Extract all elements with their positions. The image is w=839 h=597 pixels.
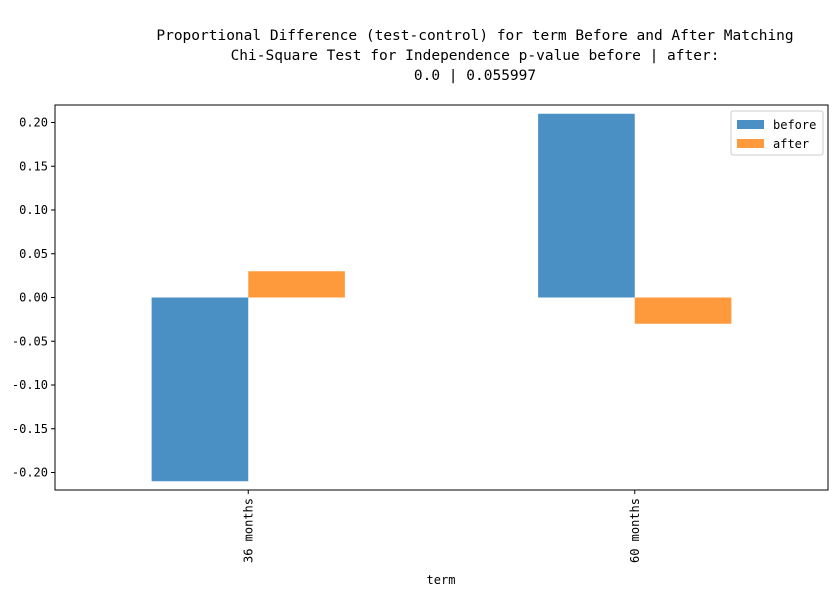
legend-label-before: before [773,118,816,132]
chart-title-line-3: 0.0 | 0.055997 [414,68,536,84]
bar-before-1 [151,297,249,482]
y-tick-label: -0.10 [12,378,48,392]
x-axis: 36 months 60 months [241,490,642,563]
y-tick-label: -0.15 [12,422,48,436]
y-tick-label: 0.05 [19,247,48,261]
bars-group [151,113,732,482]
legend-label-after: after [773,137,809,151]
bar-after-1 [248,271,345,298]
y-tick-label: -0.20 [12,466,48,480]
chart-title-line-1: Proportional Difference (test-control) f… [156,28,793,44]
legend: before after [730,110,824,156]
y-tick-label: 0.20 [19,116,48,130]
legend-swatch-before [737,120,764,129]
y-axis: 0.20 0.15 0.10 0.05 0.00 -0.05 -0.10 -0.15 -0.20 [12,116,55,480]
x-tick-label: 36 months [241,498,255,563]
bar-before-2 [538,113,635,298]
bar-after-2 [634,297,732,324]
y-tick-label: 0.10 [19,203,48,217]
y-tick-label: -0.05 [12,334,48,348]
chart-title: Proportional Difference (test-control) f… [156,28,793,84]
x-axis-label: term [427,573,456,587]
plot-frame [54,104,829,491]
x-tick-label: 60 months [628,498,642,563]
chart-title-line-2: Chi-Square Test for Independence p-value… [231,48,720,64]
y-tick-label: 0.15 [19,159,48,173]
y-tick-label: 0.00 [19,291,48,305]
legend-swatch-after [737,139,764,148]
